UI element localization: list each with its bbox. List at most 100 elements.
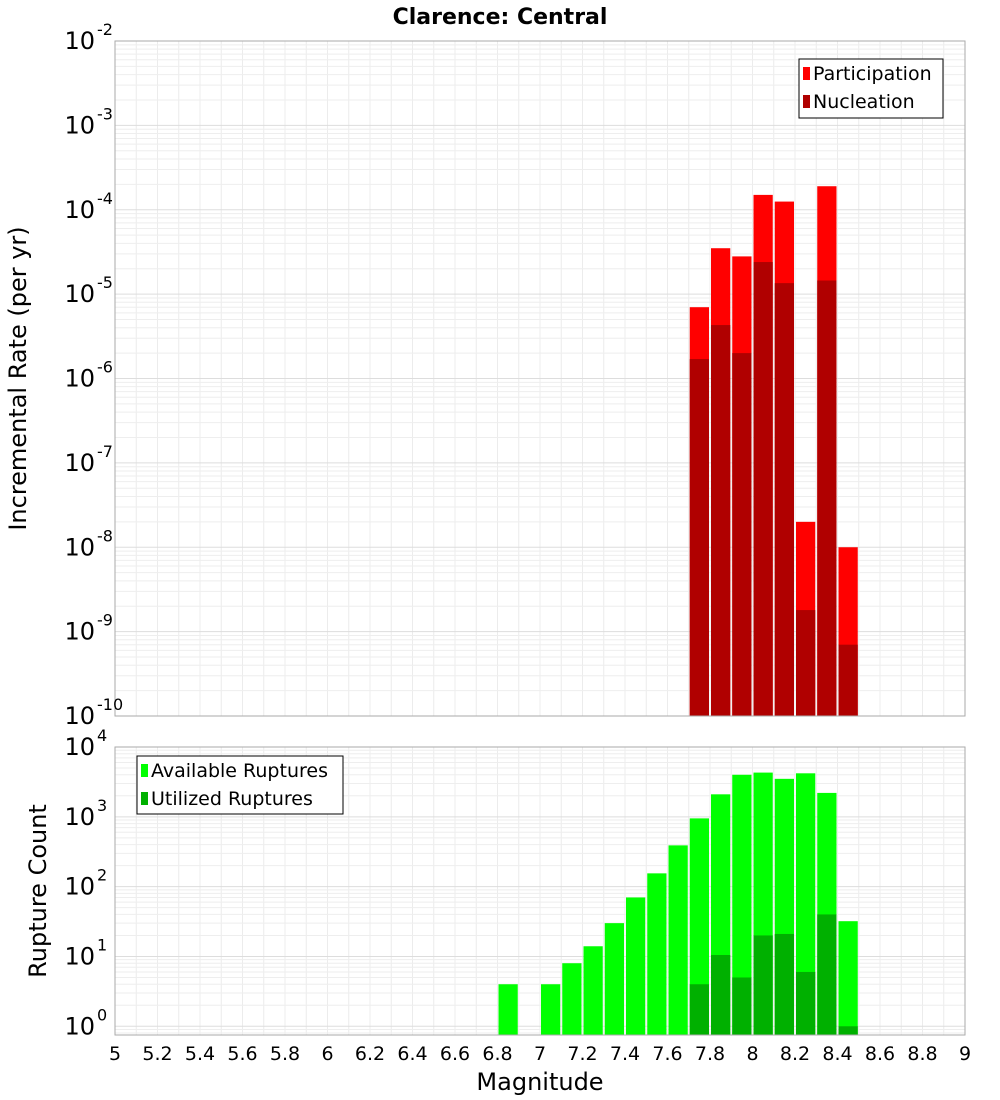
rate-legend-box <box>798 58 944 119</box>
available-bar <box>626 897 646 1035</box>
count-plot-frame <box>114 746 966 1036</box>
participation-legend-swatch <box>803 67 810 80</box>
nucleation-bar <box>774 283 794 716</box>
y-tick-exponent: -8 <box>97 526 113 545</box>
x-tick-label: 5.2 <box>142 1043 172 1065</box>
participation-legend-label: Participation <box>813 63 932 85</box>
y-tick-label: 10 <box>64 1012 95 1040</box>
nucleation-bar <box>838 644 858 716</box>
y-tick-label: 10 <box>64 733 95 761</box>
x-tick-label: 6.2 <box>355 1043 385 1065</box>
utilized-bar <box>796 971 816 1035</box>
available-bar <box>562 963 582 1035</box>
x-tick-label: 6.8 <box>482 1043 512 1065</box>
y-tick-exponent: -6 <box>97 358 113 377</box>
count-y-axis-label: Rupture Count <box>24 804 52 978</box>
utilized-bar <box>774 933 794 1035</box>
available-bar <box>583 946 603 1035</box>
y-tick-exponent: 4 <box>97 726 107 745</box>
y-tick-label: 10 <box>64 702 95 730</box>
x-tick-label: 5.4 <box>185 1043 215 1065</box>
y-tick-exponent: 0 <box>97 1005 107 1024</box>
y-tick-label: 10 <box>64 365 95 393</box>
chart-title: Clarence: Central <box>393 5 608 30</box>
y-tick-exponent: -7 <box>97 442 113 461</box>
y-tick-label: 10 <box>64 280 95 308</box>
y-tick-exponent: 2 <box>97 866 107 885</box>
x-tick-label: 8.6 <box>865 1043 895 1065</box>
x-tick-label: 7.6 <box>652 1043 682 1065</box>
available-bar <box>647 873 667 1035</box>
available-bar <box>732 774 752 1035</box>
rate-plot-frame <box>114 40 966 717</box>
x-tick-label: 7 <box>534 1043 546 1065</box>
utilized-legend-label: Utilized Ruptures <box>151 788 313 810</box>
x-tick-label: 7.4 <box>610 1043 640 1065</box>
nucleation-bar <box>711 325 731 716</box>
x-tick-label: 8.4 <box>822 1043 852 1065</box>
x-tick-label: 8.8 <box>907 1043 937 1065</box>
x-tick-label: 6.6 <box>440 1043 470 1065</box>
y-tick-exponent: 1 <box>97 935 107 954</box>
y-tick-label: 10 <box>64 111 95 139</box>
utilized-bar <box>711 954 731 1035</box>
x-tick-label: 6.4 <box>397 1043 427 1065</box>
y-tick-exponent: -9 <box>97 611 113 630</box>
x-axis-ticks: 5 5.2 5.4 5.6 5.8 6 6.2 6.4 6.6 6.8 7 7.2 7.4 7.6 7.8 8… <box>109 1043 971 1065</box>
x-axis-label: Magnitude <box>476 1068 603 1096</box>
available-bar <box>796 773 816 1035</box>
x-tick-label: 7.8 <box>695 1043 725 1065</box>
x-tick-label: 6 <box>321 1043 333 1065</box>
y-tick-label: 10 <box>64 196 95 224</box>
y-tick-exponent: -2 <box>97 20 113 39</box>
y-tick-exponent: 3 <box>97 796 107 815</box>
utilized-bar <box>817 914 837 1035</box>
y-tick-label: 10 <box>64 27 95 55</box>
y-tick-label: 10 <box>64 533 95 561</box>
nucleation-legend-label: Nucleation <box>813 91 915 113</box>
available-bar <box>604 923 624 1035</box>
y-tick-label: 10 <box>64 803 95 831</box>
utilized-bar <box>753 935 773 1035</box>
y-tick-label: 10 <box>64 873 95 901</box>
x-tick-label: 7.2 <box>567 1043 597 1065</box>
utilized-legend-swatch <box>141 792 148 805</box>
count-bars <box>498 772 858 1035</box>
y-tick-exponent: -10 <box>97 695 123 714</box>
rate-y-axis-label: Incremental Rate (per yr) <box>4 226 32 530</box>
nucleation-bar <box>817 280 837 716</box>
x-tick-label: 5 <box>109 1043 121 1065</box>
y-tick-exponent: -3 <box>97 104 113 123</box>
x-tick-label: 5.8 <box>270 1043 300 1065</box>
available-bar <box>668 845 688 1035</box>
available-legend-label: Available Ruptures <box>151 760 328 782</box>
utilized-bar <box>838 1026 858 1035</box>
nucleation-bar <box>796 610 816 716</box>
y-tick-label: 10 <box>64 618 95 646</box>
nucleation-bar <box>753 262 773 716</box>
utilized-bar <box>732 977 752 1035</box>
available-legend-swatch <box>141 764 148 777</box>
nucleation-bar <box>689 359 709 716</box>
y-tick-exponent: -4 <box>97 189 113 208</box>
available-bar <box>689 818 709 1035</box>
x-tick-label: 9 <box>959 1043 971 1065</box>
rate-bars <box>689 186 858 717</box>
count-legend: Available Ruptures Utilized Ruptures <box>136 755 344 815</box>
x-tick-label: 8.2 <box>780 1043 810 1065</box>
available-bar <box>541 984 561 1035</box>
nucleation-legend-swatch <box>803 95 810 108</box>
rate-legend: Participation Nucleation <box>798 58 944 119</box>
rate-grid <box>114 40 966 717</box>
x-tick-label: 5.6 <box>227 1043 257 1065</box>
y-tick-exponent: -5 <box>97 273 113 292</box>
count-legend-box <box>136 755 344 815</box>
available-bar <box>498 984 518 1035</box>
available-bar <box>838 921 858 1035</box>
